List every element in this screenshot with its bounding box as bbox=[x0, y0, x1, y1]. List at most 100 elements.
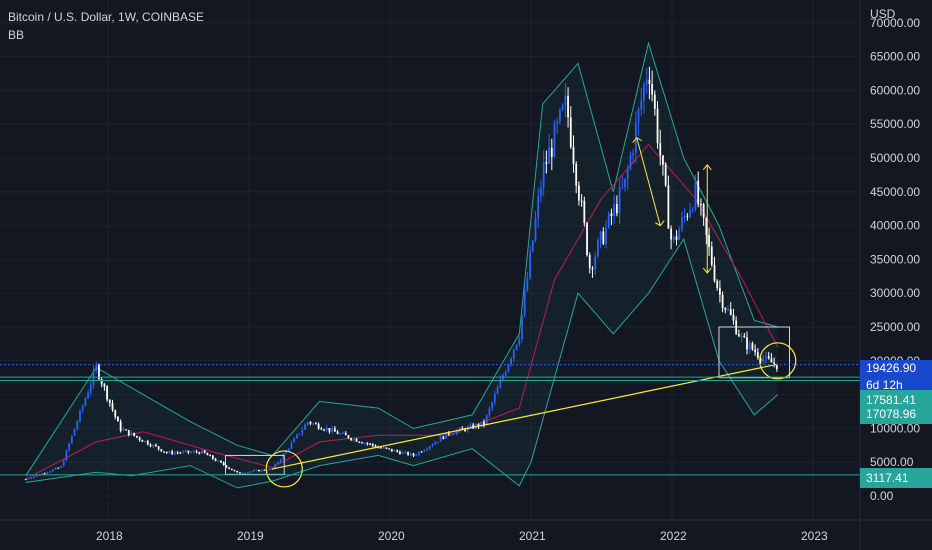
candle-body bbox=[371, 443, 374, 446]
candle-body bbox=[336, 431, 339, 435]
candle-body bbox=[477, 424, 480, 427]
candle-body bbox=[504, 371, 507, 376]
candle-body bbox=[73, 428, 76, 436]
candle-body bbox=[515, 344, 518, 350]
candle-body bbox=[526, 277, 529, 291]
candle-body bbox=[361, 442, 363, 444]
candle-body bbox=[287, 448, 290, 451]
candle-body bbox=[268, 468, 271, 471]
candle-body bbox=[583, 200, 586, 224]
range-box bbox=[718, 326, 790, 379]
symbol-title[interactable]: Bitcoin / U.S. Dollar, 1W, COINBASE bbox=[8, 10, 205, 24]
candle-body bbox=[491, 402, 494, 409]
candle-body bbox=[282, 453, 285, 460]
candle-body bbox=[358, 441, 361, 443]
y-axis[interactable]: 70000.00 65000.00 60000.00 55000.00 50000.00… bbox=[870, 16, 920, 503]
candle-body bbox=[507, 364, 510, 372]
candle-body bbox=[144, 440, 146, 442]
candle-body bbox=[225, 465, 228, 468]
candle-body bbox=[694, 180, 697, 210]
candle-body bbox=[678, 229, 681, 240]
candle-body bbox=[228, 467, 231, 469]
level-tag-b: 17078.96 bbox=[860, 404, 932, 424]
candle-body bbox=[401, 452, 404, 455]
candle-body bbox=[87, 392, 90, 399]
candle-body bbox=[662, 155, 664, 165]
candle-body bbox=[651, 84, 654, 95]
candle-body bbox=[46, 472, 49, 474]
candle-body bbox=[700, 204, 702, 206]
candle-body bbox=[521, 314, 523, 340]
candle-body bbox=[146, 440, 149, 445]
x-tick-label: 2018 bbox=[96, 529, 123, 543]
candle-body bbox=[117, 416, 119, 422]
candle-body bbox=[556, 121, 559, 124]
candle-body bbox=[561, 105, 564, 110]
candle-body bbox=[431, 444, 434, 447]
candle-body bbox=[333, 428, 336, 432]
candle-body bbox=[418, 451, 420, 455]
candle-body bbox=[613, 203, 616, 217]
candle-body bbox=[125, 429, 127, 431]
candle-body bbox=[298, 433, 301, 435]
candle-body bbox=[320, 428, 323, 430]
candle-body bbox=[510, 358, 513, 365]
last-price-value: 19426.90 bbox=[866, 361, 917, 375]
candle-body bbox=[182, 451, 184, 453]
candle-body bbox=[727, 309, 729, 311]
candle-body bbox=[404, 451, 407, 453]
candle-body bbox=[285, 450, 287, 454]
candle-body bbox=[667, 185, 670, 229]
candle-body bbox=[759, 357, 762, 362]
candle-body bbox=[428, 446, 431, 449]
candle-body bbox=[165, 452, 168, 454]
candle-body bbox=[236, 470, 239, 473]
candle-body bbox=[437, 441, 439, 443]
candle-body bbox=[545, 162, 548, 164]
candle-body bbox=[187, 450, 190, 453]
candle-body bbox=[409, 453, 412, 456]
candle-body bbox=[480, 421, 483, 427]
candle-body bbox=[92, 370, 95, 385]
candle-body bbox=[708, 235, 710, 247]
candle-body bbox=[455, 430, 458, 434]
bb-lower-line bbox=[25, 237, 779, 489]
candle-body bbox=[634, 122, 637, 154]
candle-body bbox=[672, 236, 675, 240]
candle-body bbox=[133, 432, 136, 436]
y-tick-label: 65000.00 bbox=[870, 50, 920, 64]
candle-body bbox=[296, 434, 298, 439]
level-tag-c: 3117.41 bbox=[860, 468, 932, 488]
candle-body bbox=[765, 356, 767, 359]
candle-body bbox=[445, 432, 447, 439]
candle-body bbox=[485, 415, 488, 425]
candle-body bbox=[203, 450, 206, 454]
candle-body bbox=[304, 424, 306, 430]
candle-body bbox=[705, 217, 708, 236]
candle-body bbox=[106, 386, 108, 400]
candle-body bbox=[596, 240, 599, 257]
candle-body bbox=[572, 146, 575, 164]
bb-upper-line bbox=[25, 41, 778, 476]
candle-body bbox=[629, 155, 632, 169]
candle-body bbox=[751, 342, 754, 350]
candle-body bbox=[100, 379, 103, 385]
candle-body bbox=[542, 162, 545, 188]
candle-body bbox=[309, 421, 312, 424]
candle-body bbox=[27, 478, 30, 480]
candle-body bbox=[396, 450, 399, 452]
candle-body bbox=[534, 218, 537, 241]
x-tick-label: 2023 bbox=[801, 529, 828, 543]
y-tick-label: 0.00 bbox=[870, 489, 894, 503]
candle-body bbox=[293, 438, 296, 443]
drawing-annotations bbox=[225, 137, 797, 488]
indicator-label[interactable]: BB bbox=[8, 28, 25, 42]
candle-body bbox=[564, 95, 567, 106]
candle-body bbox=[314, 423, 317, 425]
candle-body bbox=[621, 186, 624, 188]
y-tick-label: 10000.00 bbox=[870, 421, 920, 435]
candle-body bbox=[453, 433, 456, 435]
candle-body bbox=[152, 444, 155, 447]
